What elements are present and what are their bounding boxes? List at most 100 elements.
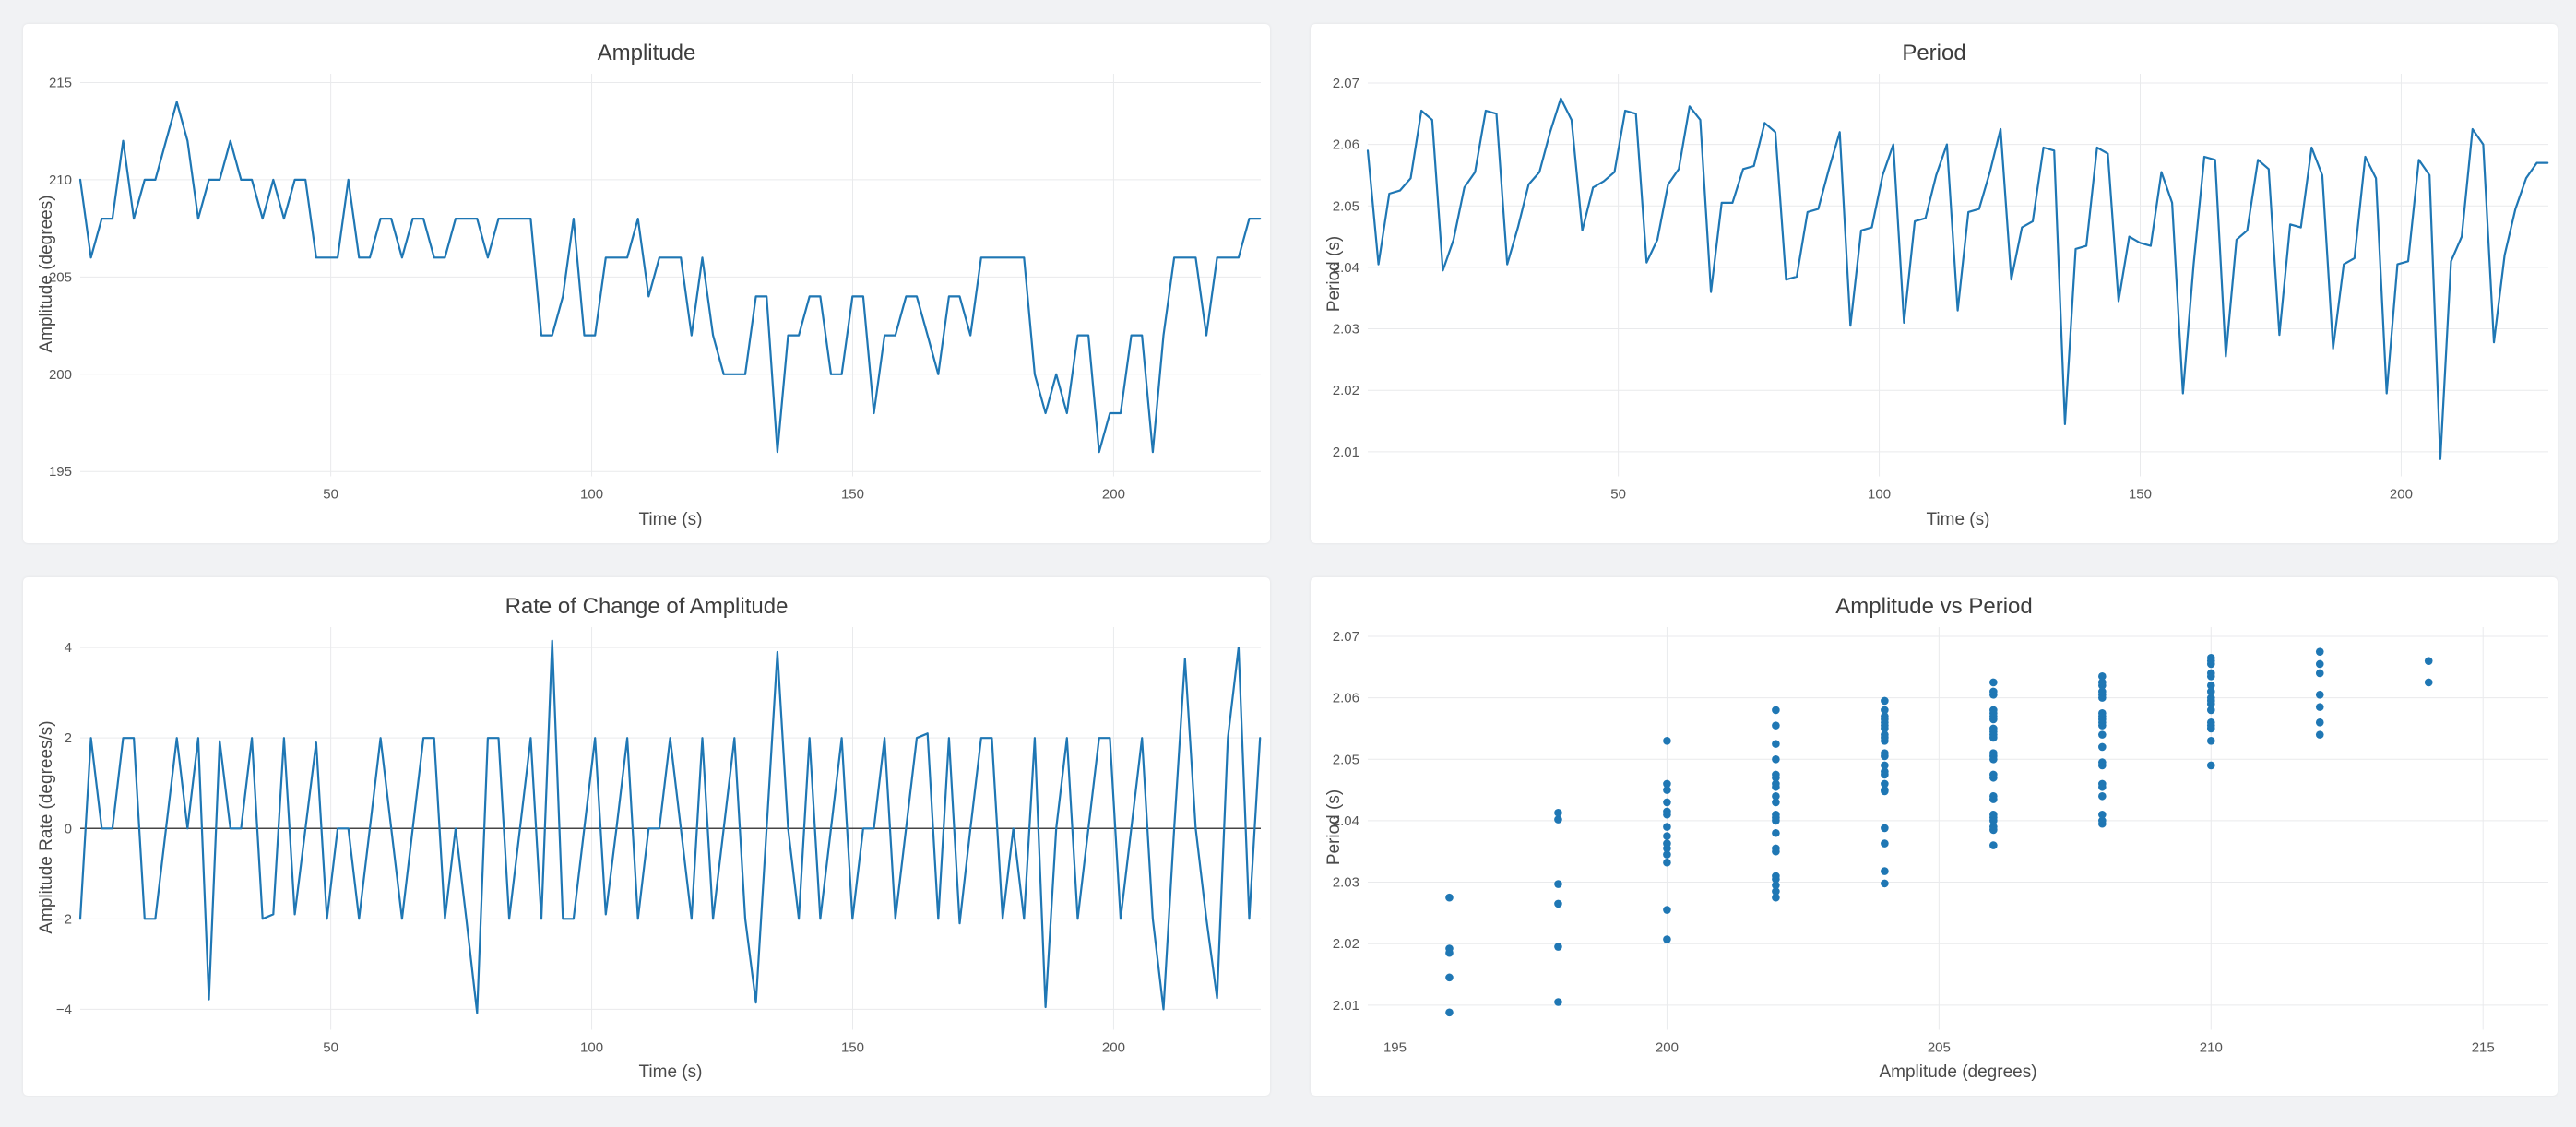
x-tick-label: 215: [2472, 1039, 2495, 1055]
scatter-point: [1881, 730, 1889, 739]
chart-title-amplitude: Amplitude: [597, 41, 696, 65]
scatter-point: [1881, 748, 1889, 757]
scatter-point: [1989, 724, 1998, 732]
scatter-point: [1663, 798, 1671, 806]
y-tick-label: −4: [56, 1002, 72, 1017]
amplitude-vs-period-scatter-chart[interactable]: 2.01 2.02 2.03 2.04 2.05 2.06 2.07 195 200 205 210…: [1311, 622, 2558, 1063]
y-axis-label-period: Period (s): [1324, 236, 1344, 313]
scatter-point: [1881, 779, 1889, 788]
x-tick-label: 150: [2129, 487, 2152, 503]
scatter-point: [1989, 770, 1998, 778]
y-tick-label: −2: [56, 911, 72, 927]
scatter-point: [2206, 761, 2215, 769]
scatter-point: [1445, 973, 1454, 981]
x-tick-label: 210: [2200, 1039, 2223, 1055]
scatter-point: [1772, 872, 1780, 880]
y-tick-label: 2.01: [1333, 445, 1359, 460]
x-tick-label: 200: [1102, 487, 1125, 503]
scatter-point: [1772, 791, 1780, 801]
y-axis-label-amplitude-rate: Amplitude Rate (degrees/s): [37, 720, 56, 934]
x-tick-label: 150: [841, 1039, 864, 1055]
scatter-point: [2098, 816, 2107, 824]
y-tick-label: 2: [65, 730, 72, 746]
scatter-point: [1881, 766, 1889, 776]
scatter-point: [2424, 678, 2433, 686]
scatter-point: [2098, 671, 2107, 681]
scatter-point: [1881, 866, 1889, 875]
scatter-point: [1772, 739, 1780, 748]
scatter-point: [2315, 669, 2324, 677]
y-tick-label: 2.02: [1333, 936, 1359, 952]
scatter-point: [1881, 785, 1889, 794]
x-axis-label-amplitude-vs-period: Amplitude (degrees): [1879, 1062, 2037, 1082]
scatter-point: [2098, 757, 2107, 766]
scatter-point: [2315, 647, 2324, 656]
chart-title-period: Period: [1902, 41, 1966, 65]
scatter-point: [1663, 838, 1671, 848]
scatter-point: [1445, 893, 1454, 902]
scatter-point: [1881, 711, 1889, 720]
y-tick-label: 215: [49, 75, 72, 90]
scatter-point: [1989, 748, 1998, 757]
scatter-point: [1554, 997, 1562, 1006]
y-tick-label: 2.03: [1333, 322, 1359, 338]
x-tick-label: 50: [1610, 487, 1626, 503]
scatter-point: [2206, 687, 2215, 695]
scatter-point: [1881, 696, 1889, 705]
scatter-point: [2206, 653, 2215, 662]
scatter-point: [1554, 879, 1562, 888]
y-tick-label: 2.06: [1333, 690, 1359, 706]
scatter-point: [1554, 899, 1562, 908]
series-line: [1366, 97, 2549, 460]
scatter-point: [1772, 798, 1780, 806]
y-tick-label: 2.06: [1333, 137, 1359, 153]
scatter-point: [1989, 687, 1998, 695]
y-tick-label: 2.07: [1333, 76, 1359, 91]
scatter-point: [1881, 879, 1889, 887]
scatter-point: [1445, 1008, 1454, 1016]
chart-card-period: Period Period (s) 2.01 2.02 2.03 2.04 2.05 2.…: [1311, 24, 2558, 543]
amplitude-rate-line-chart[interactable]: −4 −2 0 2 4 50 100 150 200: [23, 622, 1270, 1063]
scatter-point: [1772, 828, 1780, 837]
scatter-point: [1663, 858, 1671, 867]
scatter-point: [1772, 720, 1780, 730]
x-tick-label: 200: [1102, 1039, 1125, 1055]
x-tick-label: 200: [1656, 1039, 1679, 1055]
scatter-point: [2206, 706, 2215, 714]
scatter-point: [1663, 831, 1671, 840]
x-tick-label: 150: [841, 487, 864, 503]
scatter-point: [1772, 779, 1780, 788]
y-tick-label: 2.04: [1333, 260, 1359, 276]
scatter-point: [2206, 693, 2215, 702]
scatter-point: [1772, 770, 1780, 778]
scatter-point: [1989, 706, 1998, 714]
scatter-point: [1663, 736, 1671, 745]
y-tick-label: 205: [49, 269, 72, 285]
x-tick-label: 195: [1383, 1039, 1407, 1055]
chart-title-amplitude-vs-period: Amplitude vs Period: [1835, 593, 2033, 619]
scatter-point: [1881, 838, 1889, 848]
chart-card-amplitude-vs-period: Amplitude vs Period Period (s) 2.01 2.02 2…: [1311, 576, 2558, 1096]
scatter-point: [1881, 706, 1889, 714]
chart-card-amplitude-rate: Rate of Change of Amplitude Amplitude Ra…: [23, 576, 1270, 1096]
y-tick-label: 4: [65, 640, 72, 656]
scatter-point: [2315, 730, 2324, 739]
period-line-chart[interactable]: 2.01 2.02 2.03 2.04 2.05 2.06 2.07 50 100 150 200: [1311, 68, 2558, 510]
scatter-point: [2206, 718, 2215, 727]
scatter-point: [1989, 840, 1998, 849]
scatter-point: [1989, 810, 1998, 819]
scatter-point: [1663, 849, 1671, 859]
series-line: [78, 101, 1262, 454]
scatter-point: [2206, 681, 2215, 690]
chart-title-amplitude-rate: Rate of Change of Amplitude: [505, 593, 789, 619]
scatter-point: [1989, 678, 1998, 686]
amplitude-line-chart[interactable]: 195 200 205 210 215 50 100 150 200: [23, 68, 1270, 510]
scatter-point: [2098, 742, 2107, 751]
scatter-point: [1772, 706, 1780, 714]
scatter-point: [2098, 730, 2107, 739]
scatter-point: [1554, 808, 1562, 817]
y-tick-label: 200: [49, 367, 72, 383]
scatter-point: [2098, 687, 2107, 695]
y-tick-label: 2.01: [1333, 997, 1359, 1013]
